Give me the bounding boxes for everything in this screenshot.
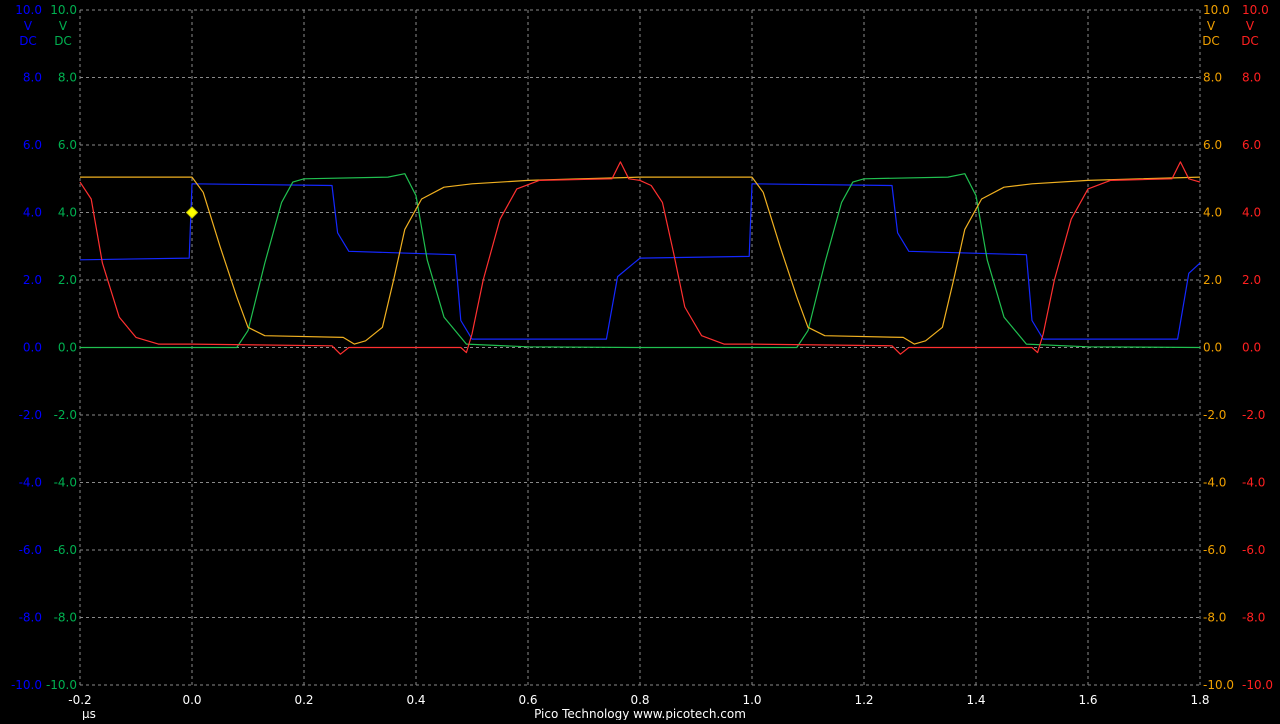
axis-unit-left-inner: DC [54,34,72,48]
y-tick-label-right-outer: 0.0 [1242,341,1261,355]
y-tick-label-right-outer: -2.0 [1242,408,1265,422]
trace-1 [79,183,1201,340]
y-tick-label-right-inner: 6.0 [1203,138,1222,152]
y-tick-label-right-outer: -6.0 [1242,543,1265,557]
y-tick-label-right-inner: 10.0 [1203,3,1230,17]
x-tick-label: 1.6 [1078,693,1097,707]
x-tick-label: 0.4 [406,693,425,707]
y-tick-label-right-outer: -8.0 [1242,611,1265,625]
y-tick-label-right-outer: 8.0 [1242,71,1261,85]
y-tick-label-left-outer: 10.0 [15,3,42,17]
y-tick-label-right-inner: -4.0 [1203,476,1226,490]
y-tick-label-left-inner: -6.0 [54,543,77,557]
axis-unit-left-outer: DC [19,34,37,48]
y-tick-label-right-outer: 2.0 [1242,273,1261,287]
x-tick-label: 1.8 [1190,693,1209,707]
y-tick-label-left-outer: -4.0 [19,476,42,490]
trace-2 [80,173,1201,349]
axis-unit-left-inner: V [59,19,68,33]
x-tick-label: 0.8 [630,693,649,707]
y-tick-label-left-inner: 8.0 [58,71,77,85]
traces [79,161,1201,355]
trace-3 [80,176,1201,345]
y-tick-label-left-outer: 6.0 [23,138,42,152]
axis-unit-right-inner: V [1207,19,1216,33]
y-tick-label-right-inner: -8.0 [1203,611,1226,625]
y-tick-label-left-inner: -4.0 [54,476,77,490]
y-tick-label-left-inner: 4.0 [58,206,77,220]
y-tick-label-left-inner: 6.0 [58,138,77,152]
x-tick-label: 0.6 [518,693,537,707]
footer-credit: Pico Technology www.picotech.com [534,707,746,720]
y-tick-label-right-inner: -6.0 [1203,543,1226,557]
y-tick-label-left-outer: -2.0 [19,408,42,422]
y-tick-label-right-inner: 2.0 [1203,273,1222,287]
x-axis-unit: µs [82,707,96,720]
axis-unit-right-inner: DC [1202,34,1220,48]
x-tick-label: 1.4 [966,693,985,707]
y-tick-label-right-inner: 4.0 [1203,206,1222,220]
y-tick-label-right-inner: 0.0 [1203,341,1222,355]
axis-unit-left-outer: V [24,19,33,33]
y-tick-label-left-outer: 8.0 [23,71,42,85]
trigger-marker [185,206,199,219]
x-tick-label: 1.2 [854,693,873,707]
y-tick-label-left-inner: -8.0 [54,611,77,625]
y-tick-label-left-inner: 10.0 [50,3,77,17]
y-tick-label-right-inner: 8.0 [1203,71,1222,85]
axis-unit-right-outer: V [1246,19,1255,33]
trace-4 [79,161,1201,355]
x-tick-label: 1.0 [742,693,761,707]
y-tick-label-left-outer: 2.0 [23,273,42,287]
y-tick-label-right-outer: -10.0 [1242,678,1273,692]
y-tick-label-left-outer: 0.0 [23,341,42,355]
y-tick-label-left-inner: 0.0 [58,341,77,355]
x-tick-label: 0.0 [182,693,201,707]
y-tick-label-left-outer: -8.0 [19,611,42,625]
y-tick-label-right-outer: -4.0 [1242,476,1265,490]
y-tick-label-left-inner: -10.0 [46,678,77,692]
y-tick-label-left-outer: 4.0 [23,206,42,220]
y-tick-label-right-outer: 4.0 [1242,206,1261,220]
y-tick-label-left-outer: -10.0 [11,678,42,692]
trigger-marker-layer [185,206,199,219]
y-tick-label-left-inner: -2.0 [54,408,77,422]
y-tick-label-right-inner: -2.0 [1203,408,1226,422]
y-tick-label-right-outer: 10.0 [1242,3,1269,17]
x-tick-label: 0.2 [294,693,313,707]
axis-labels: -0.2 0.0 0.2 0.4 0.6 0.8 1.0 1.2 1.4 1.6 1.8 10.0 8.… [11,3,1273,707]
x-tick-label: -0.2 [68,693,91,707]
y-tick-label-left-outer: -6.0 [19,543,42,557]
y-tick-label-right-outer: 6.0 [1242,138,1261,152]
y-tick-label-right-inner: -10.0 [1203,678,1234,692]
axis-unit-right-outer: DC [1241,34,1259,48]
y-tick-label-left-inner: 2.0 [58,273,77,287]
